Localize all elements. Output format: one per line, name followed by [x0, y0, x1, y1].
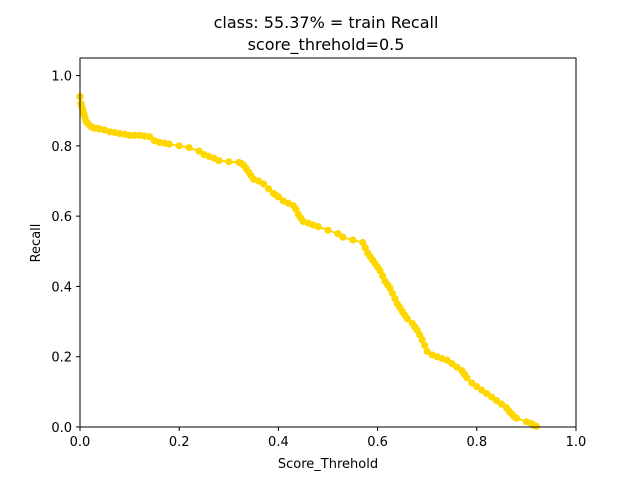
x-tick-label: 0.6 [367, 435, 388, 450]
x-axis-ticks: 0.0 0.2 0.4 0.6 0.8 1.0 [70, 427, 587, 450]
data-point [349, 236, 357, 244]
axes-frame [79, 57, 577, 428]
data-point [314, 223, 322, 231]
x-tick-label: 1.0 [566, 435, 587, 450]
data-point [175, 142, 183, 150]
data-point [403, 315, 411, 323]
x-tick-label: 0.4 [268, 435, 289, 450]
data-point [225, 158, 233, 166]
x-tick-label: 0.8 [466, 435, 487, 450]
y-tick-label: 0.4 [51, 280, 72, 295]
y-tick-label: 0.6 [51, 210, 72, 225]
data-point [259, 180, 268, 188]
data-point [274, 193, 282, 201]
data-point [130, 131, 139, 139]
data-point [532, 422, 540, 430]
x-axis-label: Score_Threhold [278, 457, 378, 472]
y-tick-label: 0.0 [51, 421, 72, 436]
data-point [185, 144, 193, 152]
x-tick-label: 0.2 [169, 435, 190, 450]
x-tick-label: 0.0 [70, 435, 91, 450]
data-point [463, 374, 471, 382]
data-point [264, 185, 273, 193]
y-tick-label: 0.2 [51, 351, 72, 366]
plot-area [76, 93, 540, 430]
data-point [165, 140, 173, 148]
data-point [512, 414, 521, 422]
chart-title: class: 55.37% = train Recall [214, 13, 439, 32]
chart-subtitle: score_threhold=0.5 [248, 35, 405, 55]
data-point [324, 226, 332, 234]
y-tick-label: 1.0 [51, 70, 72, 85]
data-point [418, 336, 426, 344]
data-point [421, 341, 429, 350]
y-axis-ticks: 0.0 0.2 0.4 0.6 0.8 1.0 [51, 70, 80, 436]
y-axis-label: Recall [29, 224, 44, 263]
data-point [339, 233, 347, 241]
data-point [145, 133, 154, 141]
y-tick-label: 0.8 [51, 140, 72, 155]
data-point [126, 131, 134, 139]
data-point [215, 157, 223, 165]
